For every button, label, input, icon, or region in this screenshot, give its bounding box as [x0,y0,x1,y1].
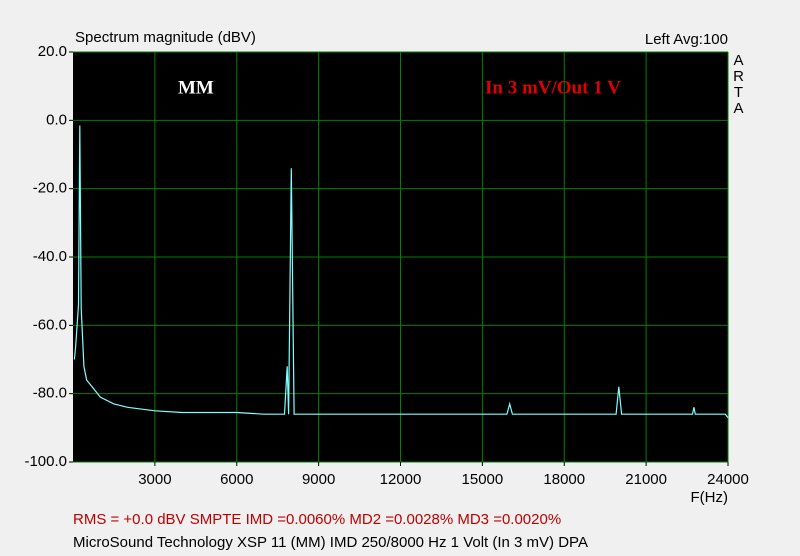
x-tick-label: 15000 [462,471,504,488]
measurement-line: RMS = +0.0 dBV SMPTE IMD =0.0060% MD2 =0… [73,511,561,528]
annotation: MM [178,77,214,98]
brand: ARTA [730,52,747,116]
y-tick-label: -60.0 [33,316,67,333]
y-tick-label: -100.0 [24,453,67,470]
y-tick-label: -40.0 [33,248,67,265]
x-tick-label: 3000 [138,471,171,488]
y-tick-label: 20.0 [38,43,67,60]
chart-title: Spectrum magnitude (dBV) [75,29,256,46]
x-axis-label: F(Hz) [691,489,729,506]
x-tick-label: 12000 [380,471,422,488]
y-tick-label: 0.0 [46,111,67,128]
y-tick-label: -20.0 [33,180,67,197]
x-tick-label: 6000 [220,471,253,488]
x-tick-label: 18000 [543,471,585,488]
x-tick-label: 9000 [302,471,335,488]
x-tick-label: 21000 [625,471,667,488]
y-tick-label: -80.0 [33,385,67,402]
spectrum-line [73,125,729,418]
x-tick-label: 24000 [707,471,749,488]
annotation: In 3 mV/Out 1 V [485,77,621,98]
footer: MicroSound Technology XSP 11 (MM) IMD 25… [73,534,588,551]
channel-info: Left Avg:100 [645,31,728,48]
